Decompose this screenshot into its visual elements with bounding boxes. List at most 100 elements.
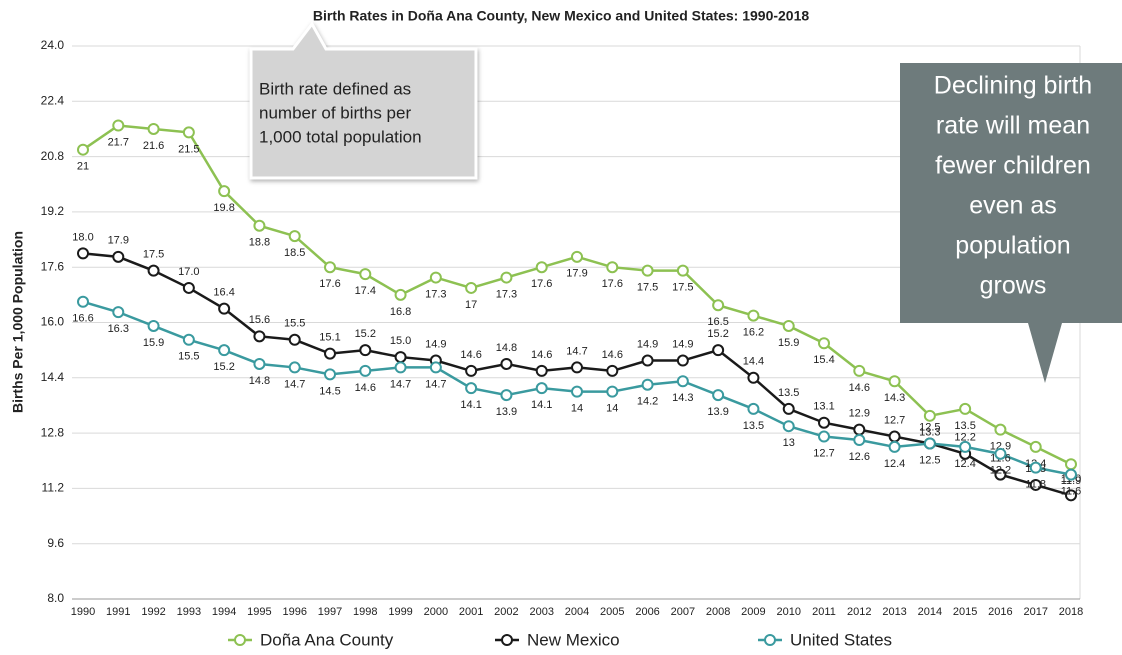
legend-marker bbox=[234, 634, 246, 646]
data-label: 15.2 bbox=[213, 361, 234, 373]
x-tick-label: 2006 bbox=[635, 606, 659, 618]
data-label: 14.3 bbox=[672, 392, 693, 404]
data-point bbox=[429, 271, 442, 284]
callout-text: Declining birth bbox=[934, 72, 1092, 100]
data-label: 14 bbox=[606, 403, 618, 415]
data-label: 21.6 bbox=[143, 140, 164, 152]
data-point bbox=[359, 364, 372, 377]
data-label: 15.9 bbox=[778, 337, 799, 349]
callout-box bbox=[900, 63, 1122, 383]
x-tick-label: 1992 bbox=[141, 606, 165, 618]
data-point bbox=[712, 344, 725, 357]
data-label: 15.5 bbox=[284, 318, 305, 330]
data-point bbox=[994, 423, 1007, 436]
callout-definition: Birth rate defined as number of births pe… bbox=[249, 21, 478, 180]
data-point bbox=[818, 337, 830, 350]
data-label: 17.6 bbox=[531, 278, 552, 290]
data-label: 14.9 bbox=[672, 338, 693, 350]
x-tick-label: 1999 bbox=[388, 606, 412, 618]
data-point bbox=[923, 409, 936, 422]
data-point bbox=[535, 261, 548, 274]
legend-label: United States bbox=[790, 630, 892, 649]
x-tick-label: 2009 bbox=[741, 606, 765, 618]
data-label: 14.7 bbox=[390, 378, 411, 390]
x-tick-label: 2014 bbox=[918, 606, 942, 618]
data-point bbox=[782, 319, 795, 332]
x-tick-label: 1997 bbox=[318, 606, 342, 618]
data-point bbox=[1065, 458, 1077, 471]
data-label: 16.6 bbox=[72, 313, 93, 325]
data-label: 13.1 bbox=[813, 401, 834, 413]
data-label: 12.7 bbox=[813, 447, 834, 459]
x-tick-label: 2003 bbox=[529, 606, 553, 618]
data-label: 12.6 bbox=[849, 451, 870, 463]
data-point bbox=[782, 420, 795, 433]
x-tick-label: 2011 bbox=[812, 606, 836, 618]
data-label: 14.6 bbox=[355, 382, 376, 394]
data-label: 12.4 bbox=[884, 458, 905, 470]
data-point bbox=[782, 402, 795, 415]
data-label: 14.1 bbox=[531, 399, 552, 411]
data-label: 14.1 bbox=[460, 399, 481, 411]
y-tick-label: 11.2 bbox=[42, 481, 65, 495]
y-axis-label: Births Per 1,000 Population bbox=[10, 231, 26, 413]
data-point bbox=[218, 185, 231, 198]
data-point bbox=[676, 354, 689, 367]
data-point bbox=[641, 354, 654, 367]
data-point bbox=[465, 281, 478, 294]
data-point bbox=[853, 434, 866, 447]
data-point bbox=[147, 319, 160, 332]
x-tick-label: 2015 bbox=[953, 606, 977, 618]
data-point bbox=[747, 402, 760, 415]
data-point bbox=[535, 382, 548, 395]
data-label: 17.3 bbox=[496, 288, 517, 300]
data-label: 15.2 bbox=[707, 328, 728, 340]
callout-text: number of births per bbox=[259, 103, 411, 122]
data-point bbox=[359, 344, 372, 357]
data-point bbox=[429, 361, 442, 374]
data-label: 15.1 bbox=[319, 332, 340, 344]
data-label: 12.9 bbox=[990, 441, 1011, 453]
data-point bbox=[676, 264, 689, 277]
data-point bbox=[500, 389, 513, 402]
data-label: 12.2 bbox=[990, 465, 1011, 477]
data-label: 18.8 bbox=[249, 237, 270, 249]
data-label: 21.5 bbox=[178, 143, 199, 155]
data-point bbox=[288, 333, 301, 346]
data-label: 13.5 bbox=[743, 420, 764, 432]
callout-text: rate will mean bbox=[936, 112, 1090, 140]
data-point bbox=[112, 250, 125, 263]
data-point bbox=[218, 344, 231, 357]
data-label: 13.9 bbox=[496, 406, 517, 418]
x-tick-label: 1991 bbox=[106, 606, 130, 618]
data-point bbox=[253, 219, 266, 232]
data-point bbox=[1029, 461, 1042, 474]
data-label: 14.5 bbox=[319, 385, 340, 397]
data-point bbox=[77, 143, 89, 156]
data-point bbox=[1065, 468, 1077, 481]
x-tick-label: 1990 bbox=[71, 606, 95, 618]
data-point bbox=[994, 447, 1007, 460]
data-point bbox=[641, 264, 654, 277]
data-point bbox=[959, 402, 972, 415]
data-label: 17 bbox=[465, 299, 477, 311]
data-label: 14.7 bbox=[566, 345, 587, 357]
x-tick-label: 2010 bbox=[776, 606, 800, 618]
callout-text: even as bbox=[969, 192, 1057, 220]
data-point bbox=[1029, 440, 1042, 453]
data-point bbox=[182, 281, 195, 294]
y-tick-label: 17.6 bbox=[41, 259, 65, 273]
legend-label: New Mexico bbox=[527, 630, 620, 649]
x-tick-label: 2012 bbox=[847, 606, 871, 618]
data-label: 15.0 bbox=[390, 335, 411, 347]
data-point bbox=[535, 364, 548, 377]
data-point bbox=[500, 357, 513, 370]
callout-text: grows bbox=[980, 272, 1047, 300]
callout-text: population bbox=[955, 232, 1070, 260]
data-label: 14.6 bbox=[460, 349, 481, 361]
x-tick-label: 2018 bbox=[1059, 606, 1083, 618]
data-point bbox=[288, 361, 301, 374]
data-point bbox=[818, 430, 830, 443]
data-label: 13.5 bbox=[778, 387, 799, 399]
